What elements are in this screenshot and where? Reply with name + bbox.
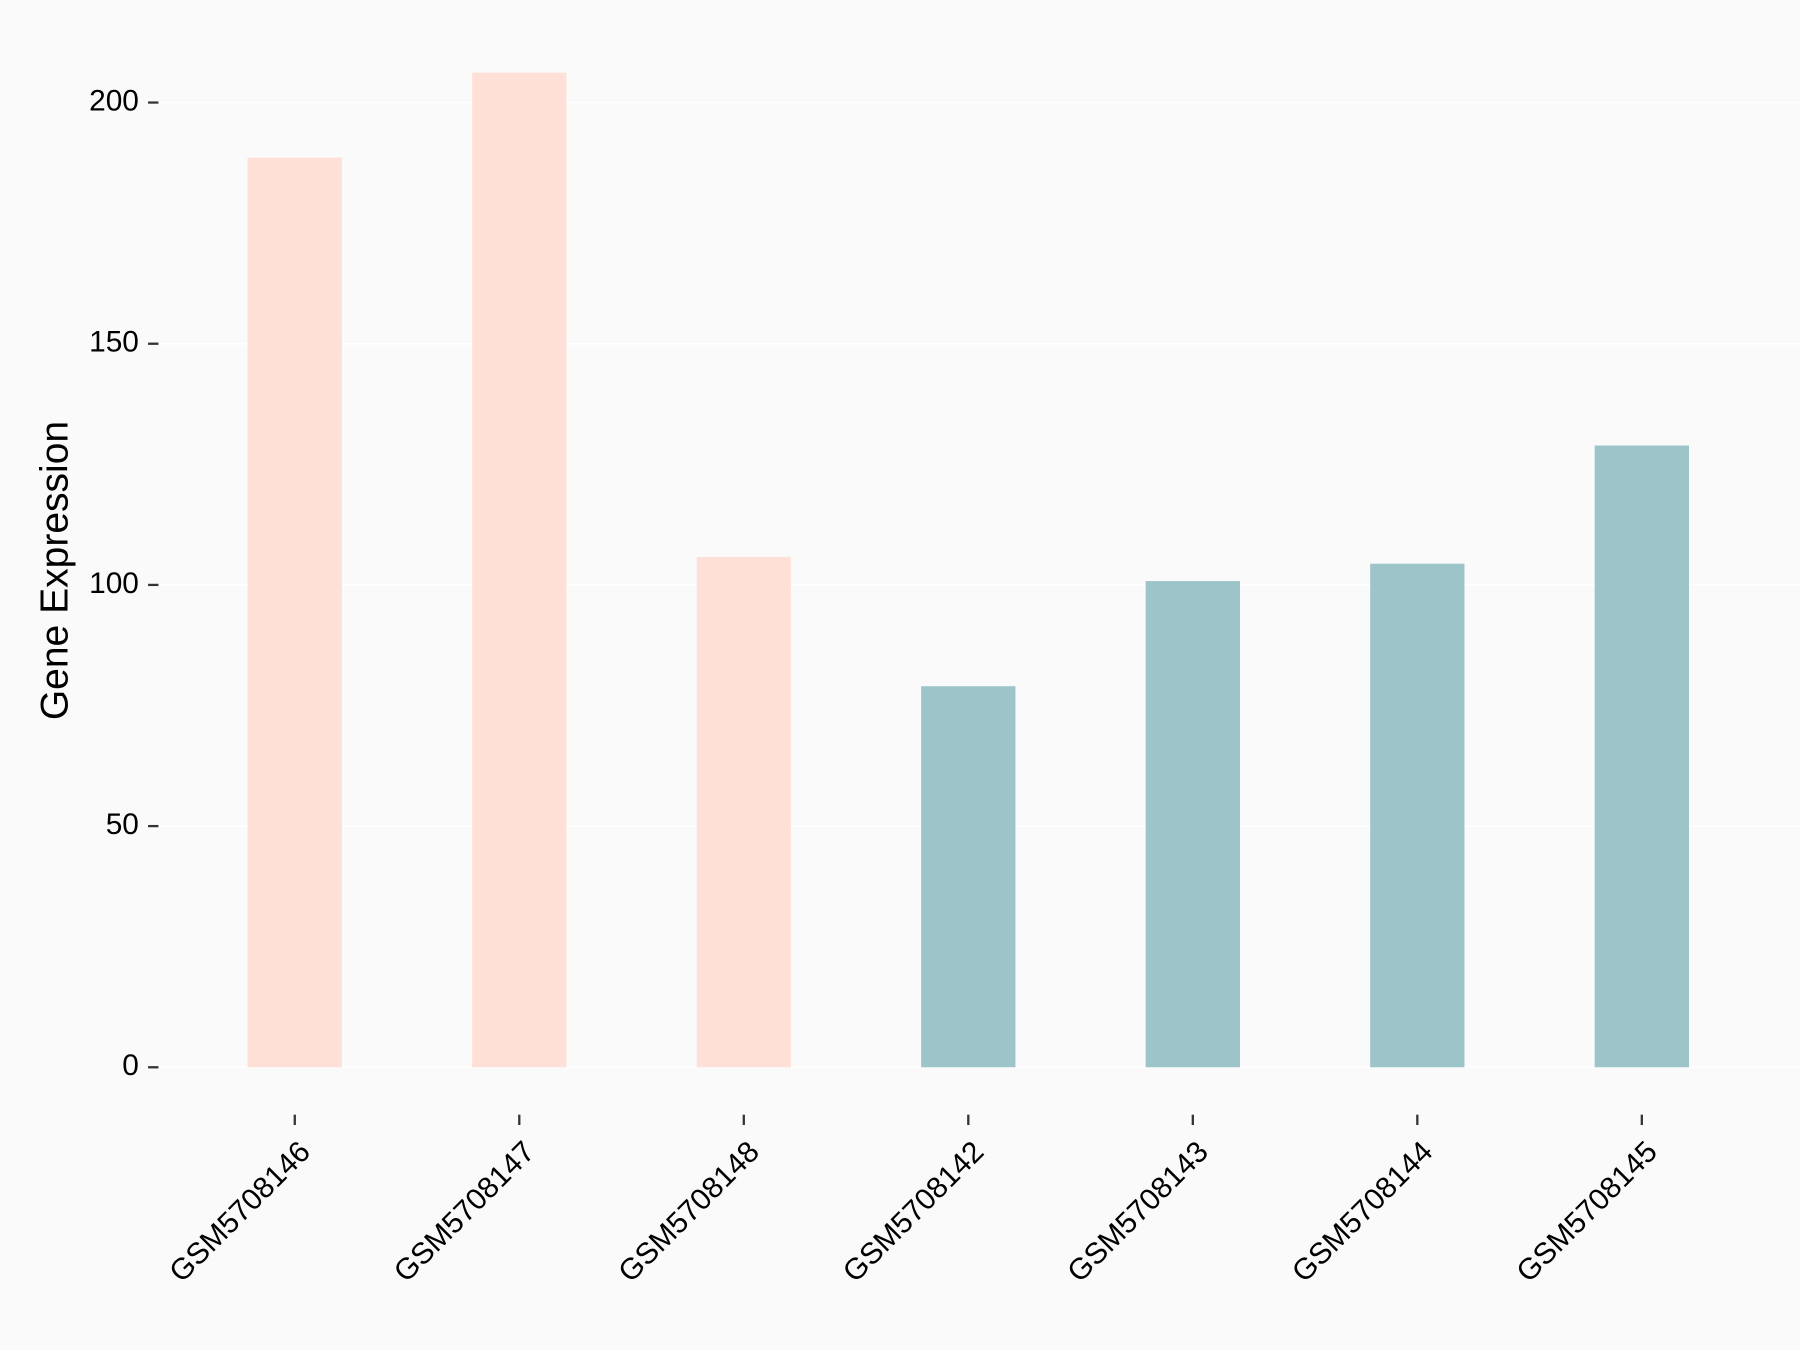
- y-tick-label: 0: [122, 1049, 139, 1082]
- y-tick-label: 100: [89, 567, 139, 600]
- y-tick-label: 50: [106, 808, 139, 841]
- bar: [1594, 445, 1689, 1068]
- bar: [247, 157, 342, 1068]
- bar: [696, 556, 791, 1068]
- bar: [1370, 563, 1465, 1068]
- bar: [921, 686, 1016, 1068]
- bar: [472, 72, 567, 1068]
- y-tick-label: 150: [89, 326, 139, 359]
- bar: [1145, 581, 1240, 1068]
- y-tick-label: 200: [89, 84, 139, 117]
- y-axis-label: Gene Expression: [34, 421, 77, 720]
